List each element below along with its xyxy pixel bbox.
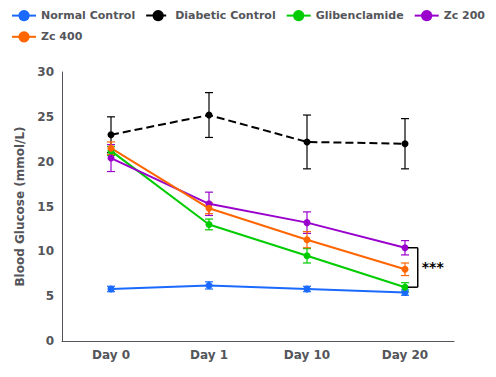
svg-text:5: 5 <box>46 289 54 303</box>
svg-text:Day 20: Day 20 <box>382 348 428 362</box>
svg-text:Blood Glucose (mmol/L): Blood Glucose (mmol/L) <box>13 126 27 286</box>
svg-text:Day 1: Day 1 <box>190 348 228 362</box>
svg-text:Normal Control: Normal Control <box>41 9 135 22</box>
svg-text:Zc 400: Zc 400 <box>41 30 83 43</box>
svg-text:Diabetic Control: Diabetic Control <box>175 9 276 22</box>
svg-text:25: 25 <box>37 110 54 124</box>
svg-text:Day 0: Day 0 <box>92 348 130 362</box>
svg-text:10: 10 <box>37 244 54 258</box>
svg-text:Glibenclamide: Glibenclamide <box>316 9 404 22</box>
svg-text:***: *** <box>422 259 445 275</box>
svg-text:Zc 200: Zc 200 <box>444 9 486 22</box>
svg-text:30: 30 <box>37 65 54 79</box>
svg-text:20: 20 <box>37 155 54 169</box>
svg-text:15: 15 <box>37 200 54 214</box>
svg-text:Day 10: Day 10 <box>284 348 330 362</box>
svg-text:0: 0 <box>46 334 54 348</box>
